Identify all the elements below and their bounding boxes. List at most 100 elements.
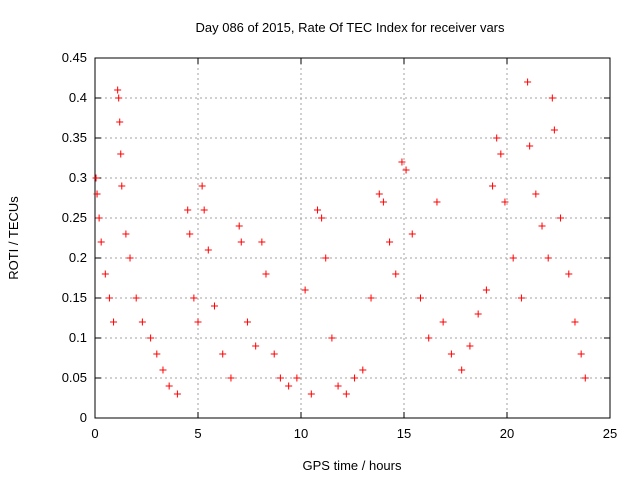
data-point bbox=[285, 382, 293, 390]
data-point bbox=[359, 366, 367, 374]
data-point bbox=[110, 318, 118, 326]
y-tick-label: 0.15 bbox=[62, 290, 87, 305]
data-point bbox=[398, 158, 406, 166]
data-point bbox=[386, 238, 394, 246]
data-point bbox=[544, 254, 552, 262]
data-point bbox=[117, 150, 125, 158]
x-tick-label: 25 bbox=[603, 426, 617, 441]
data-point bbox=[334, 382, 342, 390]
data-point bbox=[165, 382, 173, 390]
data-point bbox=[581, 374, 589, 382]
x-tick-label: 5 bbox=[194, 426, 201, 441]
data-point bbox=[126, 254, 134, 262]
axis-ticks: 0 0.05 0.1 0.15 0.2 0.25 0.3 0.35 0.4 0.45 0 5 10 15 2… bbox=[62, 50, 618, 441]
y-tick-label: 0.1 bbox=[69, 330, 87, 345]
data-point bbox=[307, 390, 315, 398]
data-point bbox=[173, 390, 181, 398]
data-point bbox=[416, 294, 424, 302]
data-point bbox=[101, 270, 109, 278]
data-point bbox=[301, 286, 309, 294]
data-point bbox=[132, 294, 140, 302]
data-point bbox=[367, 294, 375, 302]
data-point bbox=[571, 318, 579, 326]
data-point bbox=[501, 198, 509, 206]
y-axis-label: ROTI / TECUs bbox=[6, 196, 21, 280]
data-point bbox=[293, 374, 301, 382]
data-point bbox=[116, 118, 124, 126]
data-point bbox=[565, 270, 573, 278]
data-point bbox=[425, 334, 433, 342]
data-point bbox=[482, 286, 490, 294]
y-tick-label: 0.35 bbox=[62, 130, 87, 145]
data-point bbox=[489, 182, 497, 190]
data-point bbox=[219, 350, 227, 358]
x-tick-label: 20 bbox=[500, 426, 514, 441]
x-tick-label: 0 bbox=[91, 426, 98, 441]
data-point bbox=[375, 190, 383, 198]
grid bbox=[95, 58, 610, 418]
data-point bbox=[548, 94, 556, 102]
y-tick-label: 0.25 bbox=[62, 210, 87, 225]
data-point bbox=[557, 214, 565, 222]
data-point bbox=[351, 374, 359, 382]
x-axis-label: GPS time / hours bbox=[303, 458, 402, 473]
data-point bbox=[200, 206, 208, 214]
data-point bbox=[115, 94, 123, 102]
data-point bbox=[447, 350, 455, 358]
data-point bbox=[190, 294, 198, 302]
data-point bbox=[318, 214, 326, 222]
y-tick-label: 0.4 bbox=[69, 90, 87, 105]
data-point bbox=[204, 246, 212, 254]
x-tick-label: 10 bbox=[294, 426, 308, 441]
data-point bbox=[92, 174, 100, 182]
data-point bbox=[550, 126, 558, 134]
data-point bbox=[526, 142, 534, 150]
data-point bbox=[235, 222, 243, 230]
data-point bbox=[122, 230, 130, 238]
data-point bbox=[198, 182, 206, 190]
data-point bbox=[517, 294, 525, 302]
y-tick-label: 0.3 bbox=[69, 170, 87, 185]
data-point bbox=[532, 190, 540, 198]
data-point bbox=[474, 310, 482, 318]
data-point bbox=[252, 342, 260, 350]
data-point bbox=[194, 318, 202, 326]
data-point bbox=[538, 222, 546, 230]
data-point bbox=[114, 86, 122, 94]
data-point bbox=[184, 206, 192, 214]
data-point bbox=[392, 270, 400, 278]
data-point bbox=[258, 238, 266, 246]
data-point bbox=[95, 214, 103, 222]
data-point bbox=[118, 182, 126, 190]
plot-frame bbox=[94, 57, 611, 419]
data-point bbox=[262, 270, 270, 278]
y-tick-label: 0.2 bbox=[69, 250, 87, 265]
data-point bbox=[402, 166, 410, 174]
data-point bbox=[210, 302, 218, 310]
data-point bbox=[509, 254, 517, 262]
data-point bbox=[276, 374, 284, 382]
chart-title: Day 086 of 2015, Rate Of TEC Index for r… bbox=[195, 20, 505, 35]
data-point bbox=[147, 334, 155, 342]
data-point bbox=[243, 318, 251, 326]
data-point bbox=[153, 350, 161, 358]
data-point bbox=[313, 206, 321, 214]
data-point bbox=[237, 238, 245, 246]
data-point bbox=[93, 190, 101, 198]
data-point bbox=[186, 230, 194, 238]
data-points bbox=[92, 78, 589, 398]
data-point bbox=[497, 150, 505, 158]
data-point bbox=[322, 254, 330, 262]
y-tick-label: 0.05 bbox=[62, 370, 87, 385]
data-point bbox=[105, 294, 113, 302]
data-point bbox=[524, 78, 532, 86]
data-point bbox=[97, 238, 105, 246]
data-point bbox=[159, 366, 167, 374]
data-point bbox=[493, 134, 501, 142]
data-point bbox=[577, 350, 585, 358]
x-tick-label: 15 bbox=[397, 426, 411, 441]
data-point bbox=[433, 198, 441, 206]
data-point bbox=[227, 374, 235, 382]
data-point bbox=[408, 230, 416, 238]
